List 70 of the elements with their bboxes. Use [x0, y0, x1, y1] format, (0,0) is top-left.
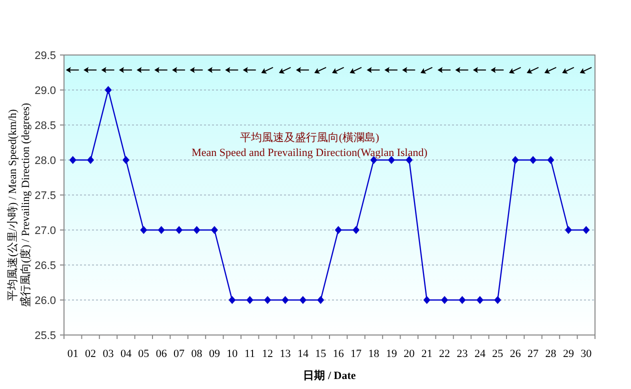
- point: [512, 156, 519, 164]
- x-tick-label: 20: [404, 348, 416, 360]
- y-tick-label: 27.0: [34, 225, 56, 237]
- y-tick-label: 25.5: [34, 330, 56, 342]
- x-tick-label: 15: [315, 348, 327, 360]
- x-tick-label: 05: [138, 348, 150, 360]
- x-tick-label: 25: [492, 348, 504, 360]
- x-tick-label: 19: [386, 348, 398, 360]
- x-tick-label: 11: [244, 348, 256, 360]
- x-tick-label: 16: [332, 348, 344, 360]
- y-tick-label: 29.0: [34, 85, 56, 97]
- text: Mean Speed and Prevailing Direction(Waglan Island): [192, 147, 428, 159]
- x-tick-label: 28: [545, 348, 557, 360]
- x-tick-label: 24: [474, 348, 486, 360]
- x-tick-label: 12: [262, 348, 274, 360]
- point: [158, 226, 165, 234]
- point: [282, 296, 289, 304]
- point: [317, 296, 324, 304]
- x-tick-label: 03: [102, 348, 114, 360]
- x-tick-label: 10: [226, 348, 238, 360]
- x-tick-label: 09: [208, 348, 220, 360]
- point: [494, 296, 502, 304]
- x-tick-label: 27: [528, 348, 540, 360]
- point: [582, 226, 590, 234]
- x-tick-label: 26: [510, 348, 522, 360]
- x-tick-label: 17: [350, 348, 362, 360]
- point: [530, 156, 537, 164]
- y-tick-label: 29.5: [34, 50, 56, 62]
- x-axis-title: 日期 / Date: [303, 369, 356, 382]
- point: [122, 156, 130, 164]
- text: 平均風速及盛行風向(橫瀾島): [240, 131, 380, 144]
- point: [140, 226, 148, 234]
- point: [193, 226, 200, 234]
- x-tick-label: 21: [421, 348, 432, 360]
- y-tick-label: 26.0: [34, 295, 56, 307]
- point: [458, 296, 466, 304]
- y-tick-label: 26.5: [34, 260, 56, 272]
- point: [176, 226, 183, 234]
- x-tick-label: 01: [67, 348, 78, 360]
- y-tick-label: 28.5: [34, 120, 56, 132]
- x-tick-label: 23: [456, 348, 468, 360]
- x-tick-label: 29: [562, 348, 574, 360]
- point: [352, 226, 360, 234]
- x-tick-label: 22: [439, 348, 450, 360]
- x-tick-label: 06: [156, 348, 168, 360]
- point: [87, 156, 94, 164]
- point: [334, 226, 342, 234]
- x-tick-label: 18: [368, 348, 380, 360]
- point: [564, 226, 572, 234]
- x-tick-label: 13: [280, 348, 292, 360]
- point: [299, 296, 306, 304]
- point: [104, 86, 112, 94]
- y-tick-label: 28.0: [34, 155, 56, 167]
- x-tick-label: 04: [120, 348, 132, 360]
- y-axis-title: 平均風速(公里/小時) / Mean Speed(km/h) 盛行風向(度) / Prevailing Direction (degrees): [6, 102, 32, 308]
- x-tick-label: 30: [580, 348, 592, 360]
- point: [246, 296, 254, 304]
- x-tick-label: 02: [85, 348, 96, 360]
- point: [441, 296, 448, 304]
- point: [228, 296, 236, 304]
- point: [210, 226, 218, 234]
- x-tick-label: 14: [297, 348, 309, 360]
- x-tick-label: 08: [191, 348, 203, 360]
- y-tick-label: 27.5: [34, 190, 56, 202]
- point: [423, 296, 430, 304]
- point: [476, 296, 484, 304]
- point: [547, 156, 554, 164]
- x-tick-label: 07: [174, 348, 186, 360]
- point: [69, 156, 76, 164]
- point: [264, 296, 272, 304]
